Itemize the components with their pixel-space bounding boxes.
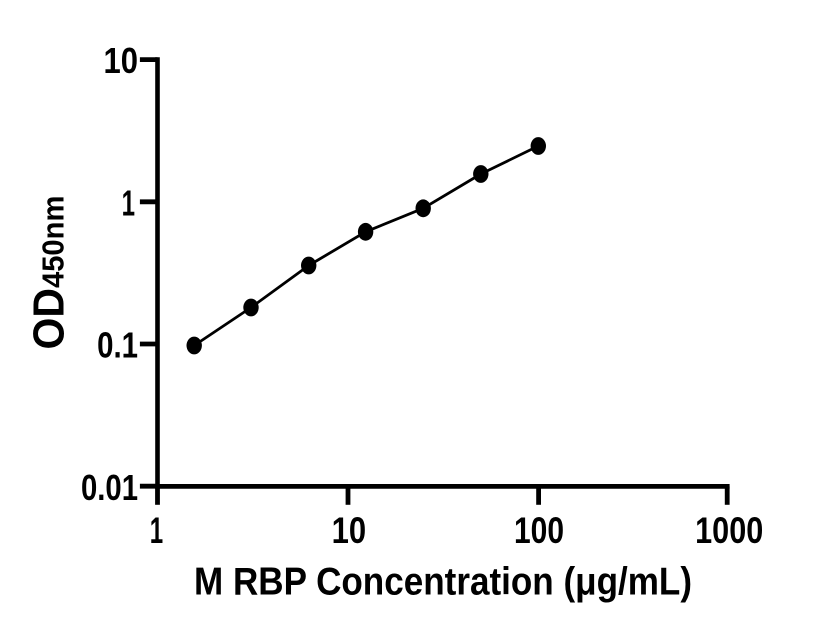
svg-text:0.1: 0.1 xyxy=(97,326,138,366)
svg-text:1: 1 xyxy=(150,510,163,551)
svg-text:1: 1 xyxy=(122,183,135,223)
svg-text:M RBP Concentration (μg/mL): M RBP Concentration (μg/mL) xyxy=(194,561,692,604)
svg-text:0.01: 0.01 xyxy=(81,468,138,508)
svg-text:1000: 1000 xyxy=(695,510,763,551)
svg-text:10: 10 xyxy=(104,41,139,81)
svg-text:100: 100 xyxy=(514,510,564,551)
svg-text:10: 10 xyxy=(332,510,367,551)
